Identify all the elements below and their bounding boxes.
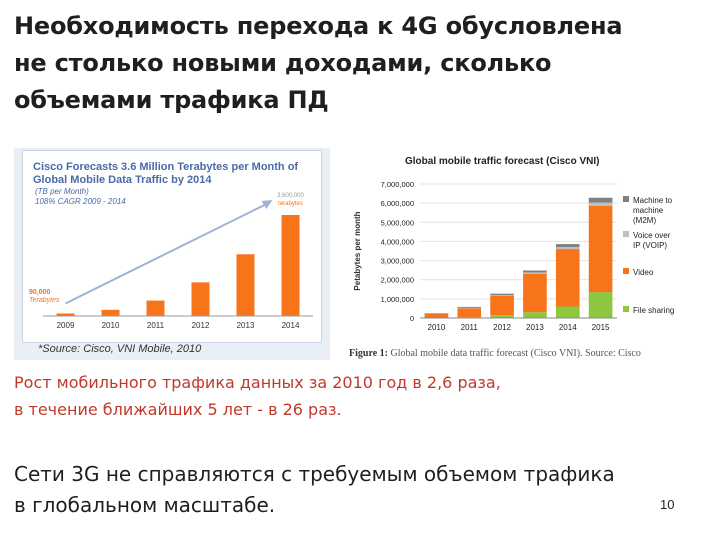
right-chart: Global mobile traffic forecast (Cisco VN… bbox=[345, 148, 695, 356]
legend-label-line: IP (VOIP) bbox=[633, 241, 667, 250]
left-chart-title: Cisco Forecasts 3.6 Million Terabytes pe… bbox=[33, 161, 299, 186]
networks-caption-line: Сети 3G не справляются с требуемым объем… bbox=[14, 462, 615, 486]
legend-label: Voice over IP (VOIP) bbox=[633, 231, 671, 250]
x-tick-label: 2014 bbox=[559, 323, 577, 332]
stacked-bar-segment bbox=[523, 273, 547, 313]
x-tick-label: 2015 bbox=[592, 323, 610, 332]
legend-label-line: (M2M) bbox=[633, 216, 656, 225]
legend-swatch bbox=[623, 231, 629, 237]
stacked-bar-segment bbox=[457, 306, 482, 308]
left-chart-subtitle: (TB per Month) 108% CAGR 2009 - 2014 bbox=[35, 187, 305, 207]
stacked-bar-segment bbox=[555, 244, 580, 247]
stacked-bar-segment bbox=[424, 313, 449, 318]
stacked-bar-segment bbox=[424, 313, 449, 314]
y-tick-label: 2,000,000 bbox=[381, 276, 414, 285]
page-number: 10 bbox=[660, 497, 675, 512]
stacked-bar-segment bbox=[490, 295, 514, 316]
x-tick-label: 2014 bbox=[282, 321, 300, 330]
stacked-bar-segment bbox=[588, 292, 613, 318]
legend-label-line: File sharing bbox=[633, 306, 674, 315]
legend-label: Video bbox=[633, 268, 654, 277]
bar bbox=[281, 215, 300, 316]
legend-swatch bbox=[623, 268, 629, 274]
stacked-bar-segment bbox=[523, 270, 547, 273]
left-chart-subtitle-line: 108% CAGR 2009 - 2014 bbox=[35, 197, 126, 206]
stacked-bar-segment bbox=[588, 197, 613, 203]
y-tick-label: 7,000,000 bbox=[381, 180, 414, 189]
networks-caption-line: в глобальном масштабе. bbox=[14, 493, 276, 517]
y-tick-label: 6,000,000 bbox=[381, 199, 414, 208]
x-tick-label: 2011 bbox=[147, 321, 165, 330]
trend-arrow-head bbox=[261, 200, 273, 209]
legend-label: Machine to machine (M2M) bbox=[633, 196, 673, 225]
stacked-bar-segment bbox=[555, 249, 580, 307]
stacked-bar-segment bbox=[555, 246, 580, 250]
stacked-bar-segment bbox=[457, 307, 482, 309]
stacked-bar-segment bbox=[588, 202, 613, 207]
stacked-bar-segment bbox=[523, 272, 547, 274]
growth-caption: Рост мобильного трафика данных за 2010 г… bbox=[14, 369, 704, 423]
stacked-bar-segment bbox=[490, 295, 514, 296]
growth-caption-line: в течение ближайших 5 лет - в 26 раз. bbox=[14, 400, 342, 419]
title-line: Необходимость перехода к 4G обусловлена bbox=[14, 12, 623, 40]
trend-arrow bbox=[65, 202, 269, 305]
y-tick-label: 3,000,000 bbox=[381, 257, 414, 266]
y-axis-label: Petabytes per month bbox=[353, 211, 362, 290]
x-tick-label: 2009 bbox=[57, 321, 75, 330]
legend-label-line: Machine to bbox=[633, 196, 673, 205]
y-tick-label: 5,000,000 bbox=[381, 218, 414, 227]
last-value-label: 3,600,000 bbox=[277, 193, 304, 199]
bar bbox=[146, 300, 165, 316]
left-chart-subtitle-line: (TB per Month) bbox=[35, 187, 89, 196]
x-tick-label: 2011 bbox=[461, 323, 479, 332]
bar bbox=[56, 313, 75, 316]
stacked-bar-segment bbox=[555, 306, 580, 318]
right-chart-plot: Global mobile traffic forecast (Cisco VN… bbox=[353, 156, 674, 332]
figure-caption: Figure 1: Global mobile data traffic for… bbox=[349, 348, 641, 359]
bar bbox=[191, 282, 210, 316]
legend-swatch bbox=[623, 196, 629, 202]
networks-caption: Сети 3G не справляются с требуемым объем… bbox=[14, 459, 704, 521]
y-tick-label: 4,000,000 bbox=[381, 237, 414, 246]
x-tick-label: 2010 bbox=[102, 321, 120, 330]
legend-swatch bbox=[623, 306, 629, 312]
x-tick-label: 2013 bbox=[526, 323, 544, 332]
x-tick-label: 2010 bbox=[428, 323, 446, 332]
x-tick-label: 2013 bbox=[237, 321, 255, 330]
stacked-bar-segment bbox=[457, 308, 482, 318]
y-tick-label: 1,000,000 bbox=[381, 295, 414, 304]
stacked-bar-segment bbox=[490, 293, 514, 296]
legend-label: File sharing bbox=[633, 306, 674, 315]
bar bbox=[101, 309, 120, 316]
left-chart-source: *Source: Cisco, VNI Mobile, 2010 bbox=[38, 343, 202, 355]
first-value-label: 90,000 bbox=[29, 289, 51, 296]
stacked-bar-segment bbox=[588, 206, 613, 293]
first-value-unit: Terabytes bbox=[29, 297, 60, 304]
growth-caption-line: Рост мобильного трафика данных за 2010 г… bbox=[14, 373, 501, 392]
right-chart-title: Global mobile traffic forecast (Cisco VN… bbox=[405, 156, 599, 167]
left-chart: Cisco Forecasts 3.6 Million Terabytes pe… bbox=[22, 150, 322, 343]
figure-caption-text: Global mobile data traffic forecast (Cis… bbox=[390, 348, 641, 359]
bar bbox=[236, 254, 255, 316]
legend-label-line: Video bbox=[633, 268, 654, 277]
stacked-bar-segment bbox=[523, 312, 547, 318]
x-tick-label: 2012 bbox=[192, 321, 210, 330]
y-tick-label: 0 bbox=[410, 314, 414, 323]
x-tick-label: 2012 bbox=[493, 323, 511, 332]
slide-title: Необходимость перехода к 4G обусловлена … bbox=[14, 8, 714, 119]
title-line: объемами трафика ПД bbox=[14, 86, 329, 114]
stacked-bar-segment bbox=[490, 315, 514, 318]
legend-label-line: Voice over bbox=[633, 231, 671, 240]
figure-caption-label: Figure 1: bbox=[349, 348, 388, 359]
last-value-unit: terabytes bbox=[278, 201, 303, 207]
legend-label-line: machine bbox=[633, 206, 664, 215]
title-line: не столько новыми доходами, сколько bbox=[14, 49, 552, 77]
stacked-bar-segment bbox=[424, 313, 449, 315]
